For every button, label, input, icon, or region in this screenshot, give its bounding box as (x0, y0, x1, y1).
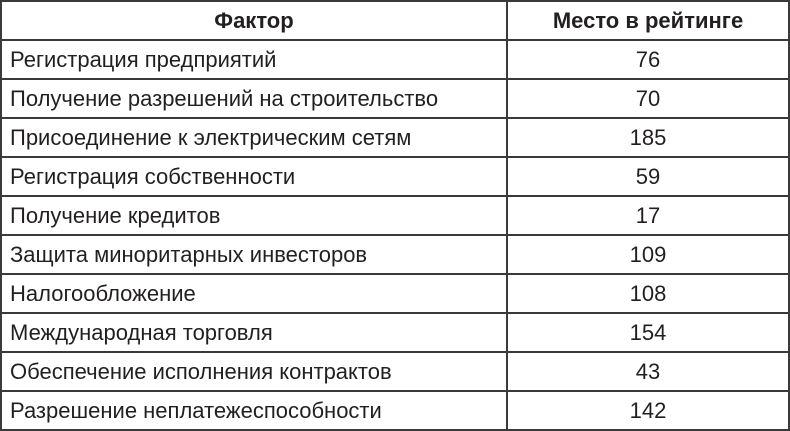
factor-cell: Разрешение неплатежеспособности (0, 390, 508, 431)
rank-cell: 17 (506, 195, 790, 236)
header-row: Фактор Место в рейтинге (0, 0, 790, 41)
table-row: Получение разрешений на строительство 70 (0, 78, 790, 119)
factor-cell: Международная торговля (0, 312, 508, 353)
rank-cell: 43 (506, 351, 790, 392)
table-row: Международная торговля 154 (0, 312, 790, 353)
table-row: Регистрация предприятий 76 (0, 39, 790, 80)
rank-cell: 142 (506, 390, 790, 431)
table-row: Получение кредитов 17 (0, 195, 790, 236)
factor-cell: Регистрация предприятий (0, 39, 508, 80)
factor-cell: Получение разрешений на строительство (0, 78, 508, 119)
factor-cell: Присоединение к электрическим сетям (0, 117, 508, 158)
rank-cell: 154 (506, 312, 790, 353)
table-row: Обеспечение исполнения контрактов 43 (0, 351, 790, 392)
factor-cell: Защита миноритарных инвесторов (0, 234, 508, 275)
table-row: Защита миноритарных инвесторов 109 (0, 234, 790, 275)
factor-cell: Обеспечение исполнения контрактов (0, 351, 508, 392)
table-row: Присоединение к электрическим сетям 185 (0, 117, 790, 158)
rank-cell: 76 (506, 39, 790, 80)
table-row: Регистрация собственности 59 (0, 156, 790, 197)
rank-cell: 108 (506, 273, 790, 314)
rank-cell: 70 (506, 78, 790, 119)
rank-cell: 109 (506, 234, 790, 275)
factor-cell: Получение кредитов (0, 195, 508, 236)
rank-cell: 59 (506, 156, 790, 197)
table-row: Разрешение неплатежеспособности 142 (0, 390, 790, 431)
header-rank: Место в рейтинге (506, 0, 790, 41)
header-factor: Фактор (0, 0, 508, 41)
table-row: Налогообложение 108 (0, 273, 790, 314)
rank-cell: 185 (506, 117, 790, 158)
factor-cell: Налогообложение (0, 273, 508, 314)
factor-cell: Регистрация собственности (0, 156, 508, 197)
